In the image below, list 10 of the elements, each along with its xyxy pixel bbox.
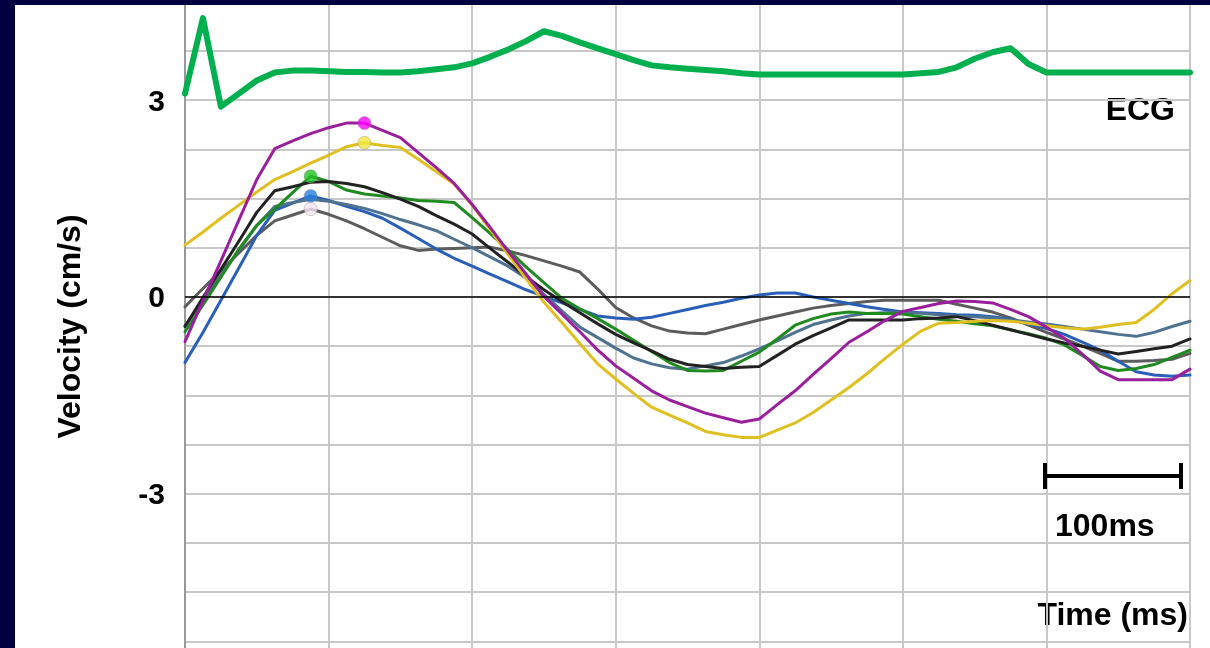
y-axis-title: Velocity (cm/s): [51, 214, 87, 439]
point: [303, 202, 318, 216]
point: [303, 169, 318, 183]
annotation: 100ms: [1055, 507, 1155, 544]
y-tick-label: 3: [148, 83, 165, 117]
point: [357, 136, 372, 150]
y-tick-label: -3: [138, 477, 165, 511]
point: [303, 189, 318, 203]
point: [357, 116, 372, 130]
y-tick-label: 0: [148, 280, 165, 314]
